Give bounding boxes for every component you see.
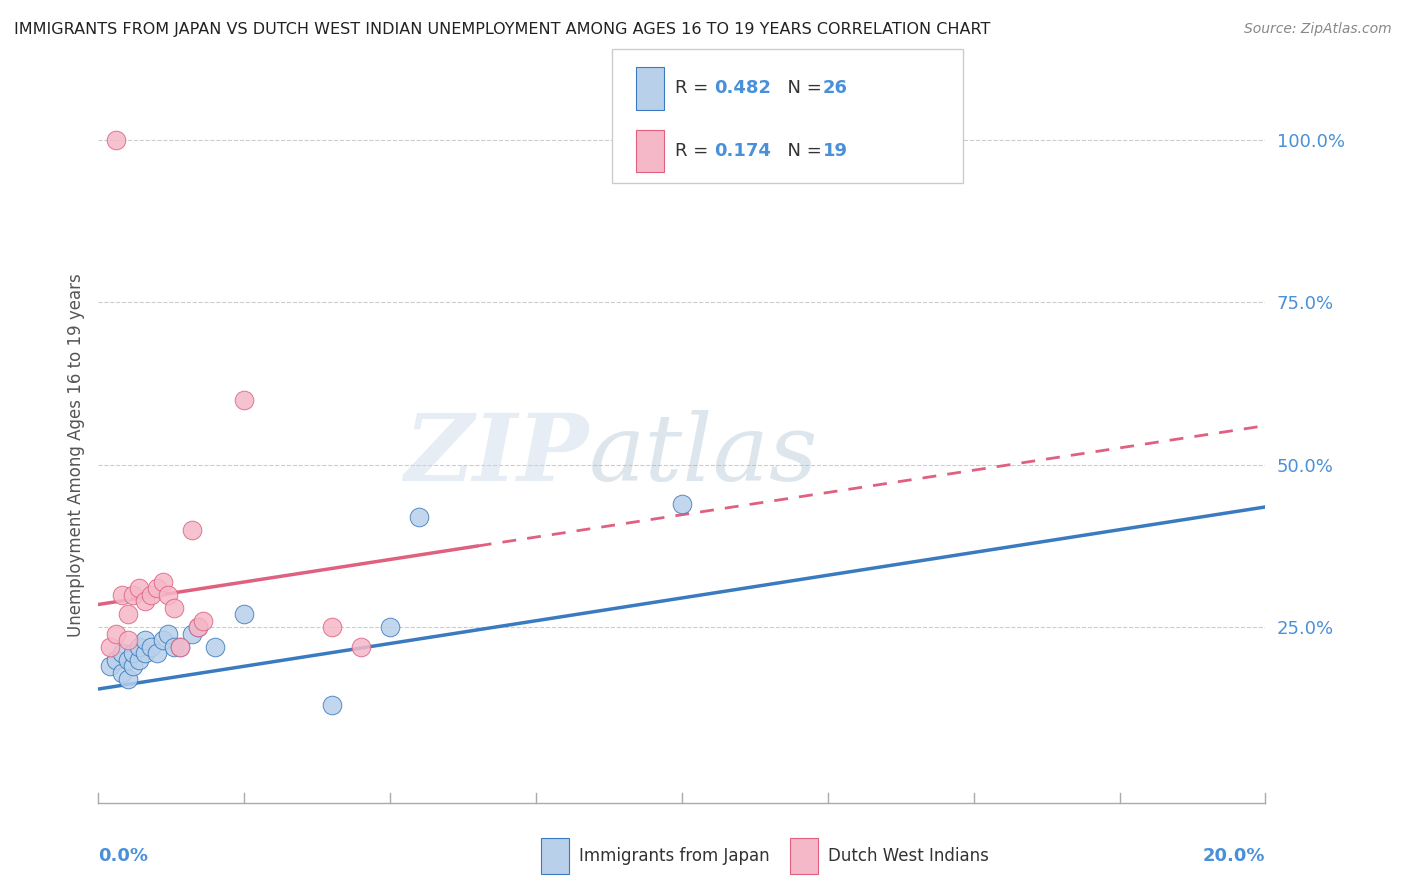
Point	[321, 620, 343, 634]
Point	[111, 588, 134, 602]
Point	[321, 698, 343, 713]
Point	[169, 640, 191, 654]
Text: 20.0%: 20.0%	[1204, 847, 1265, 865]
Point	[104, 653, 127, 667]
Point	[180, 626, 202, 640]
Point	[134, 594, 156, 608]
Text: R =: R =	[675, 79, 714, 97]
Point	[122, 588, 145, 602]
Point	[380, 620, 402, 634]
Point	[157, 588, 180, 602]
Point	[193, 614, 215, 628]
Point	[128, 640, 150, 654]
Point	[128, 653, 150, 667]
Text: 19: 19	[823, 142, 848, 160]
Point	[104, 626, 127, 640]
Text: R =: R =	[675, 142, 714, 160]
Point	[117, 672, 139, 686]
Point	[111, 665, 134, 680]
Text: Source: ZipAtlas.com: Source: ZipAtlas.com	[1244, 22, 1392, 37]
Point	[157, 626, 180, 640]
Point	[117, 633, 139, 648]
Text: N =: N =	[776, 142, 828, 160]
Text: atlas: atlas	[589, 410, 818, 500]
Y-axis label: Unemployment Among Ages 16 to 19 years: Unemployment Among Ages 16 to 19 years	[66, 273, 84, 637]
Point	[163, 640, 186, 654]
Point	[139, 640, 162, 654]
Text: Immigrants from Japan: Immigrants from Japan	[579, 847, 770, 865]
Point	[122, 646, 145, 660]
Point	[187, 620, 209, 634]
Point	[204, 640, 226, 654]
Point	[187, 620, 209, 634]
Point	[671, 497, 693, 511]
Point	[146, 646, 169, 660]
Point	[111, 646, 134, 660]
Point	[408, 509, 430, 524]
Point	[117, 607, 139, 622]
Text: 0.174: 0.174	[714, 142, 770, 160]
Point	[122, 659, 145, 673]
Point	[98, 659, 121, 673]
Point	[233, 607, 256, 622]
Point	[117, 653, 139, 667]
Point	[104, 132, 127, 146]
Point	[169, 640, 191, 654]
Point	[98, 640, 121, 654]
Text: 0.482: 0.482	[714, 79, 772, 97]
Text: 26: 26	[823, 79, 848, 97]
Point	[146, 581, 169, 595]
Text: ZIP: ZIP	[405, 410, 589, 500]
Text: 0.0%: 0.0%	[98, 847, 149, 865]
Point	[163, 600, 186, 615]
Text: IMMIGRANTS FROM JAPAN VS DUTCH WEST INDIAN UNEMPLOYMENT AMONG AGES 16 TO 19 YEAR: IMMIGRANTS FROM JAPAN VS DUTCH WEST INDI…	[14, 22, 990, 37]
Point	[134, 633, 156, 648]
Point	[152, 633, 174, 648]
Point	[139, 588, 162, 602]
Point	[134, 646, 156, 660]
Point	[152, 574, 174, 589]
Point	[128, 581, 150, 595]
Point	[350, 640, 373, 654]
Text: N =: N =	[776, 79, 828, 97]
Point	[233, 392, 256, 407]
Text: Dutch West Indians: Dutch West Indians	[828, 847, 988, 865]
Point	[180, 523, 202, 537]
